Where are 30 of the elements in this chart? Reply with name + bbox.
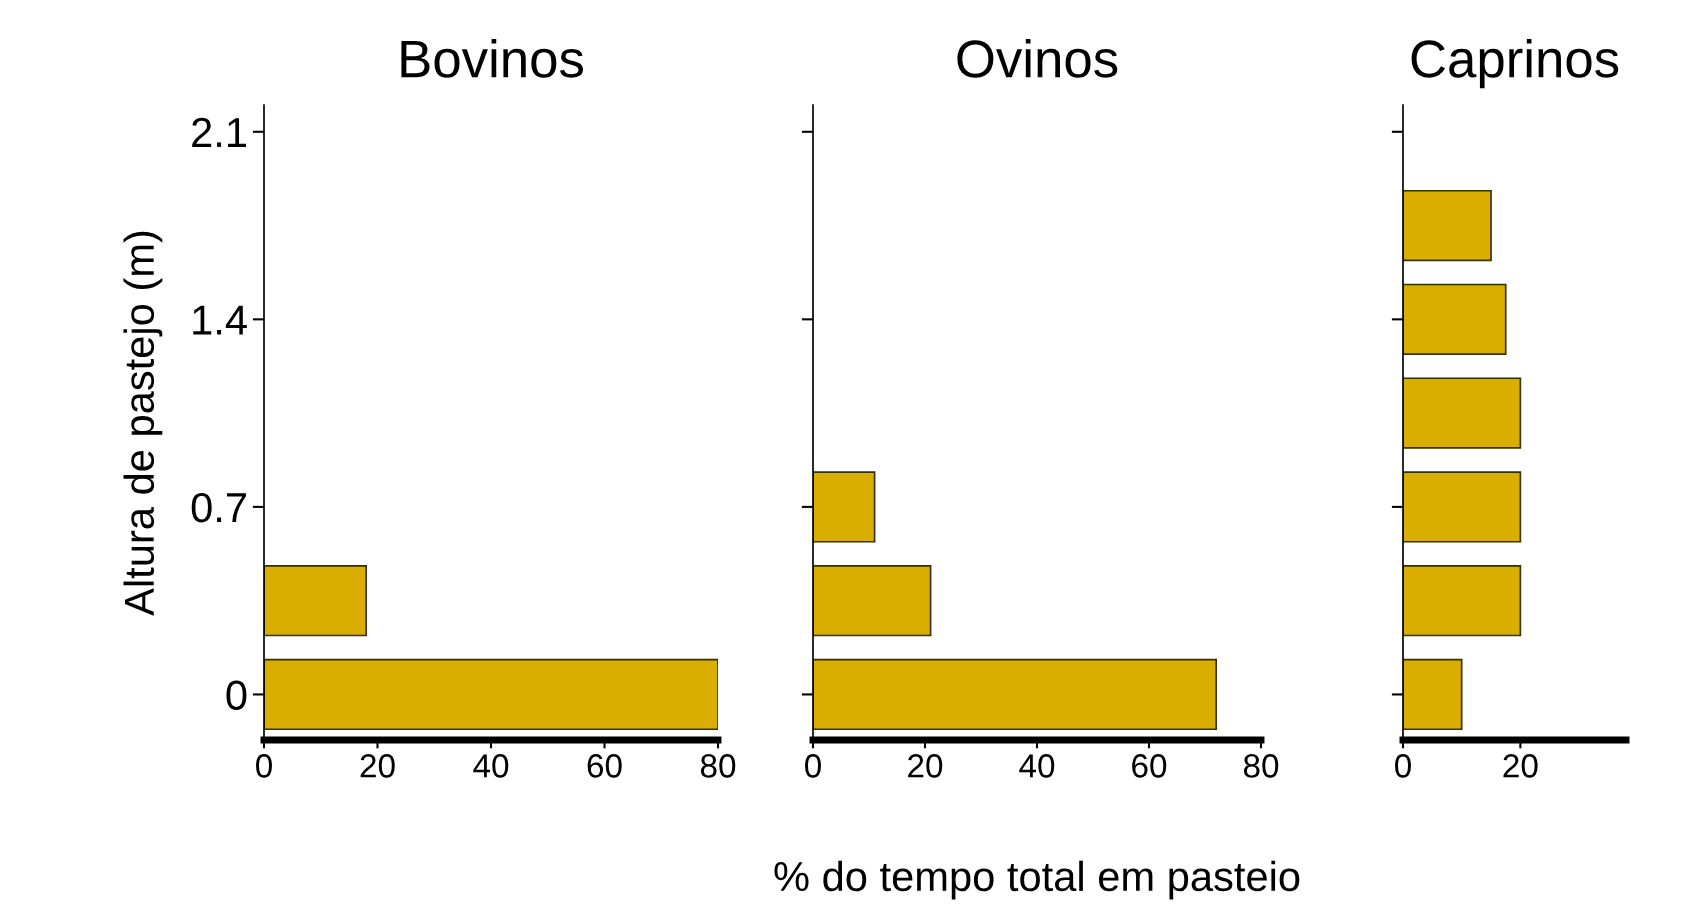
bar <box>1403 658 1463 731</box>
chart-title: Caprinos <box>1411 38 1619 89</box>
bar <box>1403 283 1507 356</box>
x-axis-title: % do tempo total em pasteio <box>774 860 1300 900</box>
y-tick-label: 0.7 <box>191 492 246 523</box>
x-tick-label: 80 <box>1243 754 1279 778</box>
y-tick-label: 1.4 <box>193 305 247 335</box>
y-axis-title: Altura de pastejo (m) <box>123 231 163 616</box>
x-tick-label: 80 <box>700 754 736 778</box>
bar <box>813 658 1218 731</box>
y-tick-label: 2.1 <box>192 117 246 147</box>
bar <box>1403 189 1492 262</box>
chart-title: Ovinos <box>957 38 1118 78</box>
bar <box>1403 565 1522 637</box>
x-tick-label: 0 <box>256 754 272 778</box>
y-tick-label: 0 <box>226 680 247 710</box>
x-tick-label: 20 <box>1503 754 1538 778</box>
bar <box>813 565 932 637</box>
x-tick-label: 0 <box>805 754 821 778</box>
chart-title: Bovinos <box>401 38 583 78</box>
x-tick-label: 60 <box>1132 754 1167 778</box>
bar <box>1403 471 1522 543</box>
bar <box>813 471 876 543</box>
x-tick-label: 20 <box>908 754 943 778</box>
bar <box>1403 377 1522 449</box>
x-tick-label: 60 <box>587 754 622 778</box>
x-tick-label: 40 <box>1019 754 1055 778</box>
x-tick-label: 20 <box>360 754 395 778</box>
x-tick-label: 40 <box>473 754 509 778</box>
x-tick-label: 0 <box>1395 754 1411 778</box>
